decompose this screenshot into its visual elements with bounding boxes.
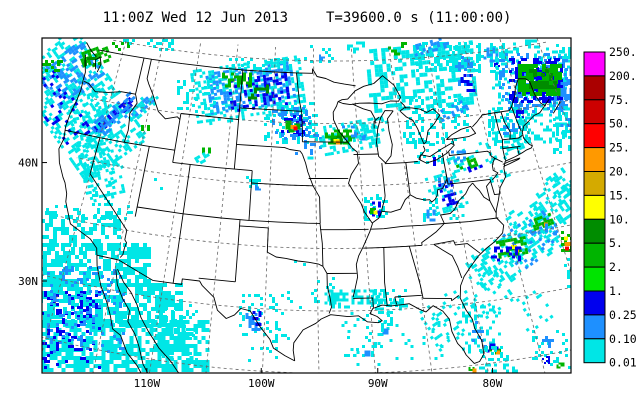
plot-model-time: T=39600.0 s (11:00:00) bbox=[326, 10, 512, 26]
colorbar-cell bbox=[583, 147, 606, 173]
colorbar-label: 200. bbox=[609, 69, 637, 83]
lat-tick-label: 30N bbox=[18, 275, 38, 288]
map-frame bbox=[41, 37, 572, 374]
colorbar-label: 0.25 bbox=[609, 308, 637, 322]
colorbar-cell bbox=[583, 338, 606, 364]
colorbar-label: 15. bbox=[609, 188, 630, 202]
colorbar-label: 10. bbox=[609, 212, 630, 226]
lon-tick-label: 90W bbox=[368, 377, 388, 390]
colorbar-cell bbox=[583, 218, 606, 244]
lat-tick-label: 40N bbox=[18, 157, 38, 170]
colorbar-label: 75. bbox=[609, 93, 630, 107]
colorbar-cell bbox=[583, 171, 606, 196]
colorbar-cell bbox=[583, 314, 606, 340]
colorbar-cell bbox=[583, 266, 606, 292]
colorbar: 250. 200. 75. 50. 25. 20. 15. 10. 5. 2. 1. 0.25 0.10… bbox=[583, 45, 637, 370]
state-borders bbox=[58, 42, 561, 373]
plot-timestamp: 11:00Z Wed 12 Jun 2013 bbox=[102, 10, 288, 26]
colorbar-label: 2. bbox=[609, 260, 623, 274]
colorbar-cell bbox=[583, 123, 606, 149]
colorbar-cell bbox=[583, 242, 606, 268]
colorbar-cell bbox=[583, 51, 606, 77]
colorbar-cell bbox=[583, 75, 606, 101]
latlon-graticule bbox=[42, 38, 571, 373]
colorbar-label: 25. bbox=[609, 141, 630, 155]
lon-tick-label: 110W bbox=[134, 377, 161, 390]
plot-title: 11:00Z Wed 12 Jun 2013 T=39600.0 s (11:0… bbox=[0, 10, 614, 26]
axis-ticks: 110W 100W 90W 80W 40N 30N bbox=[18, 157, 503, 390]
colorbar-label: 50. bbox=[609, 117, 630, 131]
lon-tick-label: 100W bbox=[248, 377, 275, 390]
colorbar-cell bbox=[583, 290, 606, 316]
colorbar-label: 0.10 bbox=[609, 332, 637, 346]
colorbar-label: 250. bbox=[609, 45, 637, 59]
colorbar-label: 0.01 bbox=[609, 356, 637, 370]
lon-tick-label: 80W bbox=[483, 377, 503, 390]
colorbar-label: 20. bbox=[609, 165, 630, 179]
colorbar-cell bbox=[583, 99, 606, 125]
colorbar-label: 5. bbox=[609, 236, 623, 250]
colorbar-cell bbox=[583, 194, 606, 220]
colorbar-label: 1. bbox=[609, 284, 623, 298]
